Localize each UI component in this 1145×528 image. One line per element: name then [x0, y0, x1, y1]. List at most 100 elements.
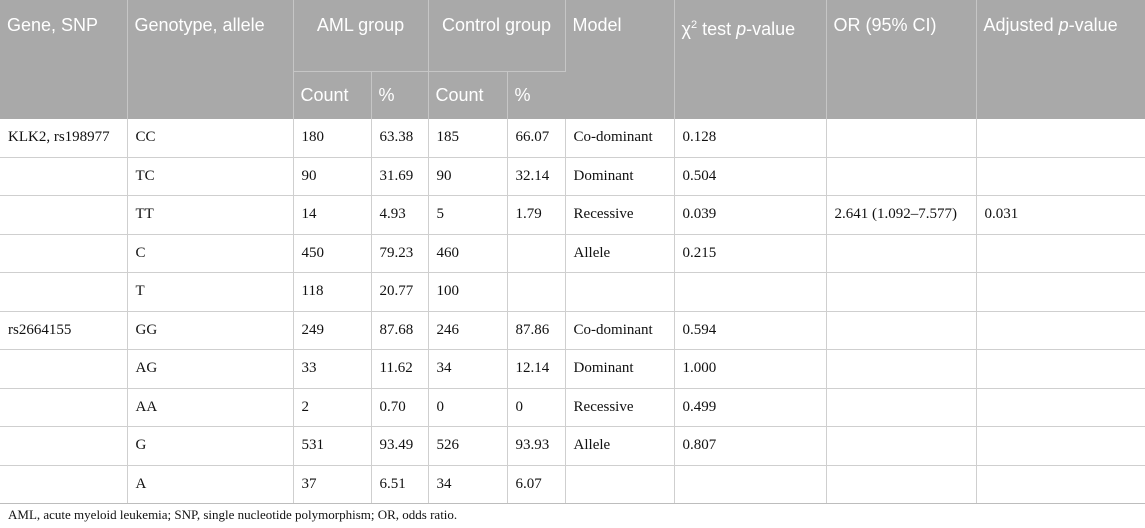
- cell-gene-snp: KLK2, rs198977: [0, 119, 128, 158]
- cell-genotype: A: [127, 465, 294, 504]
- cell-gene-snp: [0, 426, 128, 466]
- table-row: AG 33 11.62 34 12.14 Dominant 1.000: [0, 349, 1145, 389]
- header-control-count: Count: [428, 70, 508, 119]
- header-genotype-allele: Genotype, allele: [127, 0, 294, 119]
- cell-adjusted-p: [976, 311, 1145, 350]
- cell-aml-percent: 6.51: [371, 465, 429, 504]
- cell-control-percent: 12.14: [507, 349, 566, 389]
- cell-gene-snp: [0, 388, 128, 427]
- cell-adjusted-p: 0.031: [976, 195, 1145, 235]
- cell-adjusted-p: [976, 157, 1145, 196]
- table-row: A 37 6.51 34 6.07: [0, 465, 1145, 504]
- cell-aml-count: 90: [293, 157, 372, 196]
- cell-aml-percent: 31.69: [371, 157, 429, 196]
- header-or-ci: OR (95% CI): [826, 0, 977, 119]
- cell-aml-percent: 20.77: [371, 272, 429, 312]
- cell-adjusted-p: [976, 465, 1145, 504]
- cell-genotype: G: [127, 426, 294, 466]
- cell-chi-square-p: 0.039: [674, 195, 827, 235]
- cell-chi-square-p: 1.000: [674, 349, 827, 389]
- cell-model: Dominant: [565, 157, 675, 196]
- cell-chi-square-p: 0.594: [674, 311, 827, 350]
- cell-control-percent: 66.07: [507, 119, 566, 158]
- cell-chi-square-p: 0.499: [674, 388, 827, 427]
- header-aml-group: AML group: [293, 0, 429, 71]
- cell-gene-snp: rs2664155: [0, 311, 128, 350]
- cell-or-ci: [826, 465, 977, 504]
- table-row: T 118 20.77 100: [0, 272, 1145, 312]
- cell-gene-snp: [0, 349, 128, 389]
- cell-or-ci: [826, 157, 977, 196]
- header-aml-count: Count: [293, 70, 372, 119]
- cell-or-ci: [826, 119, 977, 158]
- cell-model: Co-dominant: [565, 311, 675, 350]
- cell-genotype: T: [127, 272, 294, 312]
- header-adjusted-p: Adjusted p-value: [976, 0, 1145, 119]
- cell-aml-percent: 4.93: [371, 195, 429, 235]
- cell-aml-percent: 0.70: [371, 388, 429, 427]
- header-chi-square-p: χ2 test p-value: [674, 0, 827, 119]
- cell-model: Allele: [565, 426, 675, 466]
- cell-or-ci: [826, 234, 977, 273]
- cell-or-ci: [826, 311, 977, 350]
- cell-chi-square-p: 0.215: [674, 234, 827, 273]
- cell-aml-percent: 79.23: [371, 234, 429, 273]
- cell-aml-count: 531: [293, 426, 372, 466]
- cell-control-count: 185: [428, 119, 508, 158]
- cell-or-ci: [826, 349, 977, 389]
- cell-control-count: 5: [428, 195, 508, 235]
- cell-control-percent: 0: [507, 388, 566, 427]
- cell-aml-count: 450: [293, 234, 372, 273]
- cell-model: Recessive: [565, 195, 675, 235]
- cell-control-count: 34: [428, 465, 508, 504]
- header-model: Model: [565, 0, 675, 119]
- table-row: C 450 79.23 460 Allele 0.215: [0, 234, 1145, 273]
- cell-gene-snp: [0, 157, 128, 196]
- cell-model: [565, 272, 675, 312]
- cell-adjusted-p: [976, 119, 1145, 158]
- cell-gene-snp: [0, 272, 128, 312]
- cell-aml-count: 37: [293, 465, 372, 504]
- cell-or-ci: [826, 388, 977, 427]
- cell-chi-square-p: [674, 465, 827, 504]
- cell-genotype: TC: [127, 157, 294, 196]
- cell-control-count: 526: [428, 426, 508, 466]
- cell-control-percent: [507, 234, 566, 273]
- cell-model: Allele: [565, 234, 675, 273]
- cell-control-percent: 32.14: [507, 157, 566, 196]
- cell-gene-snp: [0, 195, 128, 235]
- cell-gene-snp: [0, 465, 128, 504]
- cell-aml-percent: 93.49: [371, 426, 429, 466]
- cell-genotype: AA: [127, 388, 294, 427]
- cell-adjusted-p: [976, 349, 1145, 389]
- cell-genotype: TT: [127, 195, 294, 235]
- genotype-table: Gene, SNP Genotype, allele AML group Con…: [0, 0, 1145, 504]
- cell-aml-count: 2: [293, 388, 372, 427]
- cell-genotype: CC: [127, 119, 294, 158]
- table-row: TC 90 31.69 90 32.14 Dominant 0.504: [0, 157, 1145, 196]
- table-header: Gene, SNP Genotype, allele AML group Con…: [0, 0, 1145, 119]
- cell-control-percent: [507, 272, 566, 312]
- cell-control-percent: 87.86: [507, 311, 566, 350]
- table-row: rs2664155 GG 249 87.68 246 87.86 Co-dominant 0.…: [0, 311, 1145, 350]
- cell-model: Co-dominant: [565, 119, 675, 158]
- cell-chi-square-p: 0.504: [674, 157, 827, 196]
- cell-control-count: 34: [428, 349, 508, 389]
- cell-model: Recessive: [565, 388, 675, 427]
- header-control-percent: %: [507, 70, 566, 119]
- cell-gene-snp: [0, 234, 128, 273]
- cell-model: [565, 465, 675, 504]
- cell-aml-count: 33: [293, 349, 372, 389]
- cell-adjusted-p: [976, 426, 1145, 466]
- table-row: TT 14 4.93 5 1.79 Recessive 0.039 2.641 (1.092–…: [0, 195, 1145, 235]
- cell-control-count: 90: [428, 157, 508, 196]
- cell-control-count: 0: [428, 388, 508, 427]
- table-row: AA 2 0.70 0 0 Recessive 0.499: [0, 388, 1145, 427]
- cell-model: Dominant: [565, 349, 675, 389]
- cell-control-count: 100: [428, 272, 508, 312]
- cell-adjusted-p: [976, 388, 1145, 427]
- cell-aml-count: 249: [293, 311, 372, 350]
- cell-control-count: 246: [428, 311, 508, 350]
- cell-or-ci: [826, 272, 977, 312]
- cell-adjusted-p: [976, 272, 1145, 312]
